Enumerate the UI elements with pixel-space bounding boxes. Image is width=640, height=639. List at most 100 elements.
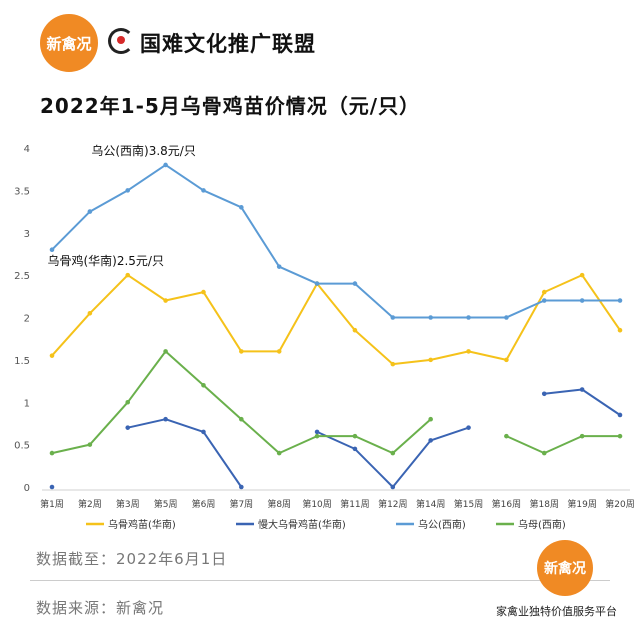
data-point — [49, 353, 55, 358]
data-point — [163, 349, 168, 354]
data-point — [579, 433, 585, 439]
data-point — [125, 425, 131, 430]
data-point — [49, 450, 55, 456]
y-tick-label: 1.5 — [14, 356, 30, 367]
x-tick-label: 第11周 — [340, 498, 369, 510]
data-point — [390, 315, 396, 320]
data-point — [466, 349, 471, 354]
brand-name: 国难文化推广联盟 — [140, 31, 316, 56]
data-point — [125, 399, 131, 405]
data-point — [87, 209, 93, 214]
x-tick-label: 第12周 — [378, 498, 407, 510]
data-point — [314, 429, 320, 435]
data-point — [352, 446, 358, 452]
x-tick-label: 第16周 — [492, 498, 521, 510]
data-point — [352, 327, 358, 333]
data-point — [201, 383, 206, 388]
y-tick-label: 0.5 — [14, 441, 30, 452]
x-tick-label: 第18周 — [530, 498, 559, 510]
data-point — [390, 361, 396, 367]
line-chart: 0 0.5 1 1.5 2 2.5 3 3.5 4 第1周 第2周 第3周 第5周 第6周 第7周 第8周 第1… — [14, 143, 635, 531]
data-point — [504, 433, 509, 439]
x-tick-label: 第20周 — [605, 498, 634, 510]
data-point — [352, 281, 358, 286]
x-tick-label: 第2周 — [78, 498, 102, 510]
x-tick-label: 第14周 — [416, 498, 445, 510]
data-point — [163, 162, 168, 168]
series-line-3 — [51, 350, 620, 455]
annotation-label-1: 乌骨鸡(华南)2.5元/只 — [47, 253, 164, 268]
data-point — [276, 349, 282, 354]
data-point — [504, 315, 509, 320]
series-line-0 — [51, 274, 621, 366]
y-tick-label: 2 — [24, 314, 30, 325]
footer-logo-text: 新禽况 — [544, 561, 586, 577]
chart-title: 2022年1-5月乌骨鸡苗价情况（元/只） — [40, 94, 421, 118]
data-point — [428, 315, 433, 320]
data-point — [579, 272, 585, 278]
data-point — [617, 433, 623, 439]
data-point — [617, 412, 623, 418]
data-point — [276, 264, 282, 269]
y-tick-label: 0 — [24, 483, 30, 494]
y-tick-label: 4 — [24, 144, 30, 155]
x-tick-label: 第3周 — [116, 498, 140, 510]
data-source-text: 数据来源：新禽况 — [36, 599, 165, 617]
y-tick-label: 3 — [24, 229, 30, 240]
logo-text: 新禽况 — [46, 34, 92, 53]
brand-mark-icon — [108, 28, 134, 54]
logo-badge: 新禽况 — [40, 14, 98, 72]
series-line-1 — [127, 388, 621, 488]
data-point — [87, 442, 93, 447]
y-tick-label: 3.5 — [14, 186, 30, 197]
data-point — [87, 310, 93, 316]
data-point — [428, 416, 433, 422]
data-point — [579, 298, 585, 303]
data-point — [466, 315, 471, 320]
data-point — [163, 298, 168, 303]
data-point — [579, 387, 585, 392]
data-point — [201, 289, 206, 295]
x-tick-label: 第7周 — [229, 498, 253, 510]
footer-divider — [30, 580, 610, 581]
x-tick-label: 第6周 — [192, 498, 216, 510]
data-point — [125, 272, 131, 278]
data-point — [276, 450, 282, 456]
legend-label: 乌公(西南) — [418, 518, 466, 531]
data-point — [390, 484, 396, 490]
series-line-2 — [51, 163, 620, 319]
y-tick-label: 1 — [24, 398, 30, 409]
data-point — [239, 205, 244, 210]
data-cutoff-text: 数据截至：2022年6月1日 — [36, 550, 228, 568]
data-point — [617, 298, 623, 303]
data-point — [239, 349, 244, 354]
x-tick-label: 第5周 — [154, 498, 178, 510]
x-tick-label: 第8周 — [267, 498, 291, 510]
x-tick-label: 第1周 — [40, 498, 64, 510]
legend-label: 慢大乌骨鸡苗(华南) — [258, 518, 346, 531]
data-point — [541, 450, 547, 456]
data-point — [428, 438, 433, 443]
data-point — [125, 188, 131, 193]
data-point — [49, 247, 55, 252]
data-point — [239, 484, 244, 490]
data-point — [314, 433, 320, 439]
data-point — [504, 357, 509, 363]
legend-label: 乌骨鸡苗(华南) — [108, 518, 176, 531]
data-point — [617, 327, 623, 333]
platform-slogan: 家禽业独特价值服务平台 — [496, 605, 617, 618]
y-tick-label: 2.5 — [14, 271, 30, 282]
data-point — [541, 391, 547, 397]
data-point — [352, 433, 358, 439]
data-point — [163, 416, 168, 422]
data-point — [201, 188, 206, 193]
data-point — [466, 425, 471, 430]
data-point — [390, 450, 396, 456]
data-point — [49, 484, 55, 490]
data-point — [428, 357, 433, 363]
data-point — [314, 281, 320, 286]
x-tick-label: 第15周 — [454, 498, 483, 510]
data-point — [541, 289, 547, 295]
annotation-label-0: 乌公(西南)3.8元/只 — [91, 143, 196, 158]
data-point — [541, 298, 547, 303]
